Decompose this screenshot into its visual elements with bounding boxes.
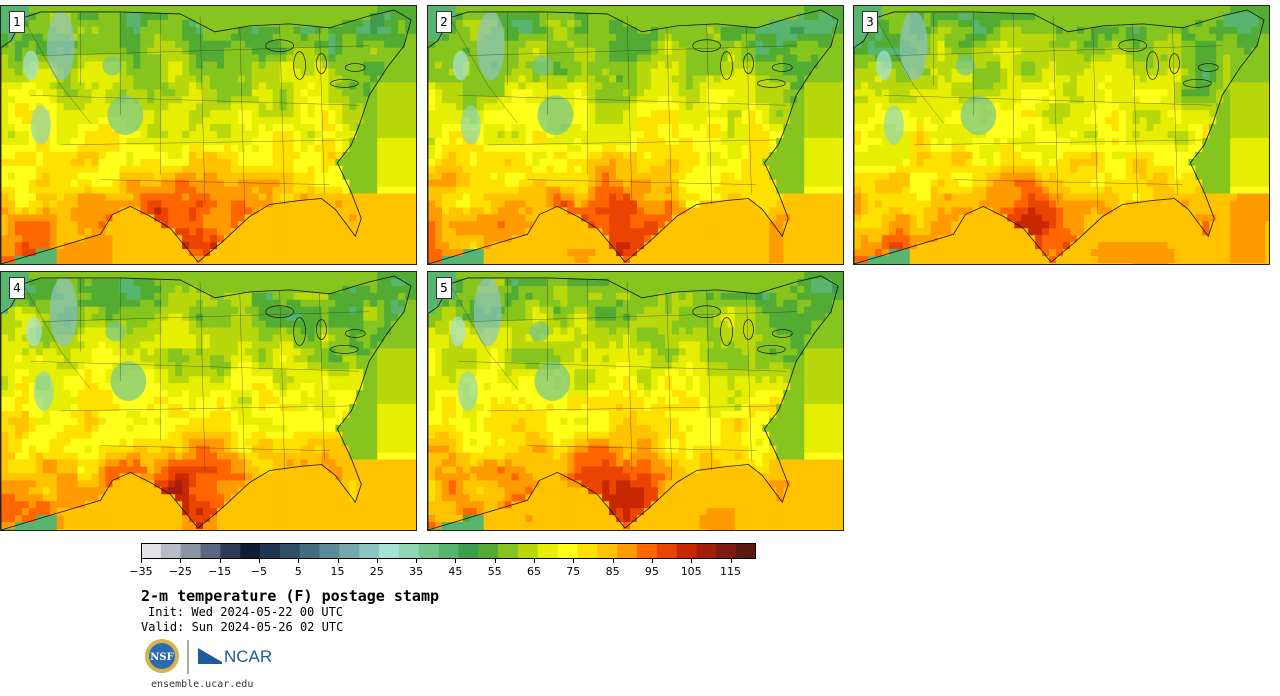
colorbar-swatch bbox=[339, 543, 360, 559]
panel-number-label: 4 bbox=[9, 277, 25, 299]
colorbar-tick-mark bbox=[494, 558, 496, 563]
colorbar-tick-mark bbox=[219, 558, 221, 563]
colorbar-swatch bbox=[418, 543, 439, 559]
map-panel-1: 1 bbox=[0, 5, 417, 265]
temperature-map bbox=[854, 6, 1269, 264]
colorbar-swatch bbox=[279, 543, 301, 559]
panel-number-label: 3 bbox=[862, 11, 878, 33]
colorbar-frame bbox=[141, 543, 756, 559]
colorbar-tick-mark bbox=[573, 558, 575, 563]
colorbar-swatch bbox=[160, 543, 181, 559]
colorbar-swatch bbox=[517, 543, 539, 559]
colorbar-tick-label: 5 bbox=[294, 565, 302, 578]
colorbar-tick-label: 35 bbox=[409, 565, 424, 578]
colorbar-tick-mark bbox=[691, 558, 693, 563]
colorbar-tick-mark bbox=[298, 558, 300, 563]
colorbar-swatch bbox=[398, 543, 420, 559]
logos: NSF NCAR bbox=[145, 639, 272, 674]
colorbar-swatch bbox=[141, 543, 162, 559]
colorbar-swatch bbox=[716, 543, 737, 559]
colorbar-swatch bbox=[458, 543, 479, 559]
colorbar-swatch bbox=[220, 543, 241, 559]
colorbar-tick-label: 25 bbox=[369, 565, 384, 578]
temperature-map bbox=[428, 272, 843, 530]
colorbar-tick-label: 45 bbox=[448, 565, 463, 578]
colorbar-swatch bbox=[260, 543, 281, 559]
colorbar-tick-label: −35 bbox=[129, 565, 153, 578]
map-panel-3: 3 bbox=[853, 5, 1270, 265]
colorbar-swatch bbox=[696, 543, 717, 559]
temperature-map bbox=[1, 6, 416, 264]
map-panel-5: 5 bbox=[427, 271, 844, 531]
colorbar-swatch bbox=[557, 543, 578, 559]
map-panel-4: 4 bbox=[0, 271, 417, 531]
colorbar-swatch bbox=[379, 543, 400, 559]
nsf-logo: NSF bbox=[145, 639, 179, 673]
colorbar-swatch bbox=[438, 543, 459, 559]
plot-title: 2-m temperature (F) postage stamp bbox=[141, 587, 440, 605]
colorbar-tick-mark bbox=[376, 558, 378, 563]
colorbar-swatch bbox=[636, 543, 658, 559]
colorbar-swatch bbox=[319, 543, 340, 559]
colorbar-tick-label: 85 bbox=[605, 565, 620, 578]
colorbar-swatch bbox=[200, 543, 221, 559]
colorbar-tick-mark bbox=[337, 558, 339, 563]
colorbar-swatch bbox=[478, 543, 499, 559]
colorbar-swatch bbox=[656, 543, 677, 559]
temperature-map bbox=[428, 6, 843, 264]
colorbar-tick-mark bbox=[612, 558, 614, 563]
colorbar-swatch bbox=[240, 543, 261, 559]
colorbar-swatch bbox=[359, 543, 380, 559]
colorbar-tick-mark bbox=[180, 558, 182, 563]
colorbar-tick-label: 105 bbox=[680, 565, 702, 578]
colorbar-ticks: −35 −25 −15 −5 5 15 25 35 45 55 65 75 85 95 105 115 bbox=[129, 558, 756, 578]
panel-number-label: 1 bbox=[9, 11, 25, 33]
colorbar-swatch bbox=[299, 543, 320, 559]
panel-number-label: 5 bbox=[436, 277, 452, 299]
colorbar-swatch bbox=[537, 543, 558, 559]
colorbar-tick-label: −15 bbox=[207, 565, 232, 578]
colorbar-tick-label: 75 bbox=[566, 565, 581, 578]
temperature-map bbox=[1, 272, 416, 530]
colorbar-swatch bbox=[180, 543, 201, 559]
colorbar-tick-label: 55 bbox=[487, 565, 502, 578]
colorbar-swatch bbox=[577, 543, 598, 559]
colorbar-tick-mark bbox=[141, 558, 142, 563]
colorbar-tick-mark bbox=[416, 558, 418, 563]
ncar-logo-text: NCAR bbox=[224, 647, 272, 666]
colorbar-swatch bbox=[617, 543, 638, 559]
colorbar-tick-label: −25 bbox=[168, 565, 192, 578]
colorbar-tick-label: 95 bbox=[644, 565, 659, 578]
valid-time: Valid: Sun 2024-05-26 02 UTC bbox=[141, 620, 344, 634]
colorbar-tick-label: −5 bbox=[250, 565, 267, 578]
colorbar-tick-mark bbox=[730, 558, 732, 563]
colorbar-tick-label: 65 bbox=[527, 565, 541, 578]
colorbar-tick-mark bbox=[258, 558, 260, 563]
colorbar-swatch bbox=[597, 543, 618, 559]
nsf-logo-text: NSF bbox=[150, 652, 173, 663]
colorbar-tick-label: 115 bbox=[720, 565, 741, 578]
temperature-colorbar bbox=[141, 543, 756, 559]
colorbar-tick-mark bbox=[651, 558, 653, 563]
website-url: ensemble.ucar.edu bbox=[151, 679, 254, 690]
colorbar-swatch bbox=[676, 543, 697, 559]
colorbar-tick-mark bbox=[534, 558, 535, 563]
ncar-logo: NCAR bbox=[198, 647, 272, 666]
colorbar-swatch bbox=[498, 543, 519, 559]
panel-number-label: 2 bbox=[436, 11, 452, 33]
map-panel-2: 2 bbox=[427, 5, 844, 265]
colorbar-tick-mark bbox=[455, 558, 457, 563]
colorbar-swatch bbox=[736, 543, 756, 559]
init-time: Init: Wed 2024-05-22 00 UTC bbox=[148, 605, 344, 619]
colorbar-tick-label: 15 bbox=[330, 565, 345, 578]
